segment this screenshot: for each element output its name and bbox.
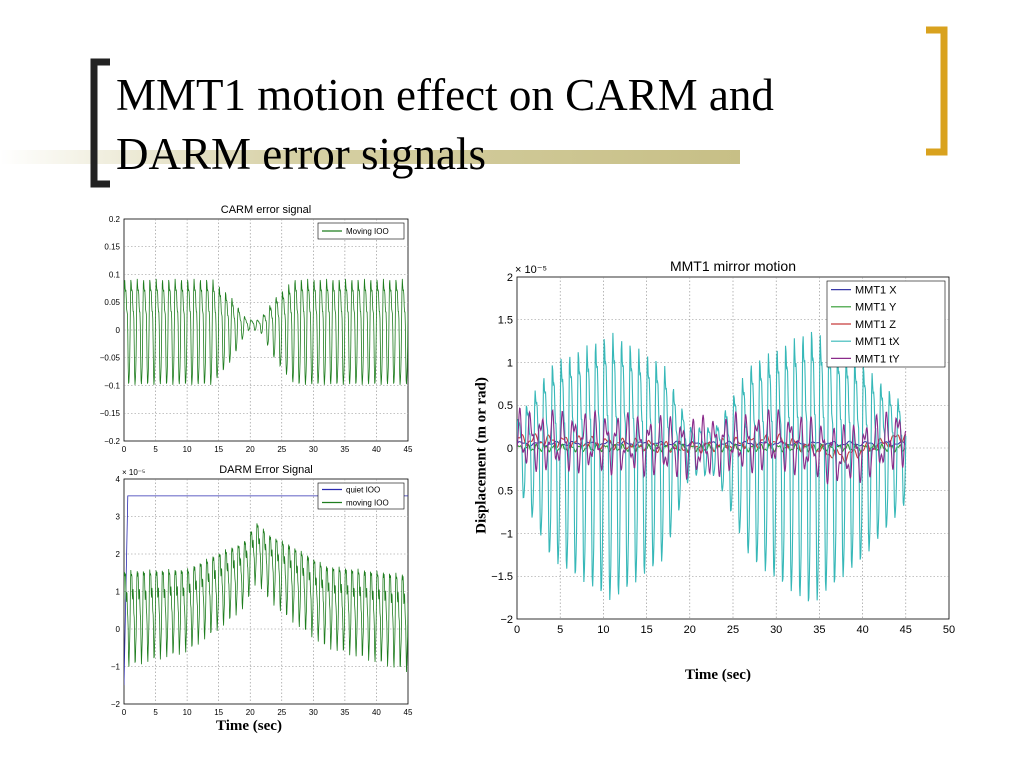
x-tick-label: 20 [684,624,696,636]
x-tick-label: 40 [372,445,381,454]
series-line [124,523,408,672]
x-tick-label: 35 [340,708,349,717]
y-tick-label: 0.15 [104,243,120,252]
slide-title: MMT1 motion effect on CARM and DARM erro… [116,66,774,184]
x-tick-label: 35 [340,445,349,454]
x-tick-label: 20 [246,445,255,454]
left-x-axis-label: Time (sec) [216,718,282,734]
y-tick-label: −2 [500,614,513,626]
legend-label: MMT1 tX [855,336,900,348]
x-tick-label: 10 [183,708,192,717]
legend-label: quiet IOO [346,485,380,494]
y-tick-label: 0.1 [109,270,121,279]
y-tick-label: 3 [116,512,121,521]
left-bracket [90,58,110,188]
y-tick-label: −2 [111,700,121,709]
right-bracket [926,26,948,156]
y-tick-label: −0.15 [100,409,121,418]
y-tick-label: 2 [507,272,513,284]
x-tick-label: 15 [640,624,652,636]
chart-title: MMT1 mirror motion [670,258,796,274]
series-line [124,278,408,385]
title-line-2: DARM error signals [116,129,486,179]
chart-title: DARM Error Signal [219,464,313,476]
x-tick-label: 50 [943,624,955,636]
series-line [517,407,907,485]
y-tick-label: 0 [116,326,121,335]
y-exponent-label: × 10⁻⁵ [122,468,145,477]
y-tick-label: 0 [116,625,121,634]
y-tick-label: −0.05 [100,354,121,363]
chart-title: CARM error signal [221,204,311,216]
legend-label: MMT1 X [855,284,897,296]
x-tick-label: 10 [597,624,609,636]
y-tick-label: 2 [116,550,121,559]
legend-label: moving IOO [346,498,389,507]
y-exponent-label: × 10⁻⁵ [515,264,547,276]
y-tick-label: −1.5 [491,571,513,583]
x-tick-label: 25 [277,708,286,717]
x-tick-label: 0 [122,445,127,454]
legend-label: MMT1 Z [855,319,896,331]
x-tick-label: 10 [183,445,192,454]
y-tick-label: 0.05 [104,298,120,307]
x-tick-label: 15 [214,708,223,717]
right-x-axis-label: Time (sec) [685,667,751,683]
series-group [517,331,907,602]
x-tick-label: 30 [770,624,782,636]
y-tick-label: −1 [500,528,513,540]
series-group [124,278,408,385]
x-tick-label: 25 [727,624,739,636]
y-tick-label: −0.2 [104,437,120,446]
x-tick-label: 25 [277,445,286,454]
title-underline-band [0,150,740,164]
x-tick-label: 0 [122,708,127,717]
x-tick-label: 0 [514,624,520,636]
legend-label: Moving IOO [346,227,389,236]
x-tick-label: 35 [813,624,825,636]
x-tick-label: 20 [246,708,255,717]
y-tick-label: 0 [507,443,513,455]
x-tick-label: 5 [153,708,158,717]
x-tick-label: 40 [372,708,381,717]
y-tick-label: 1.5 [498,315,513,327]
legend-label: MMT1 tY [855,353,900,365]
title-line-1: MMT1 motion effect on CARM and [116,70,774,120]
x-tick-label: 30 [309,708,318,717]
x-tick-label: 40 [856,624,868,636]
x-tick-label: 45 [404,445,413,454]
y-tick-label: 0.2 [109,215,121,224]
legend-label: MMT1 Y [855,302,897,314]
legend-box [317,222,405,240]
x-tick-label: 5 [557,624,563,636]
x-tick-label: 15 [214,445,223,454]
y-tick-label: 1 [116,587,121,596]
right-y-axis-label: Displacement (m or rad) [473,377,490,534]
y-tick-label: 4 [116,475,121,484]
y-tick-label: 0.5 [498,400,513,412]
legend-box [317,482,405,510]
mmt1-motion-chart: 0 5 10 15 20 25 30 35 40 45 50 2 1.5 1 0.5 0 0.5 −1 −1.5 −2… [491,258,955,636]
y-tick-label: −0.1 [104,381,120,390]
y-tick-label: 1 [507,357,513,369]
x-tick-label: 5 [153,445,158,454]
carm-error-chart: 0 5 10 15 20 25 30 35 40 45 0.2 0.15 0.1 0.05 0 −0.05 −0… [100,204,413,454]
y-tick-label: 0.5 [498,486,513,498]
x-tick-label: 30 [309,445,318,454]
x-tick-label: 45 [900,624,912,636]
y-tick-label: −1 [111,662,121,671]
x-tick-label: 45 [404,708,413,717]
